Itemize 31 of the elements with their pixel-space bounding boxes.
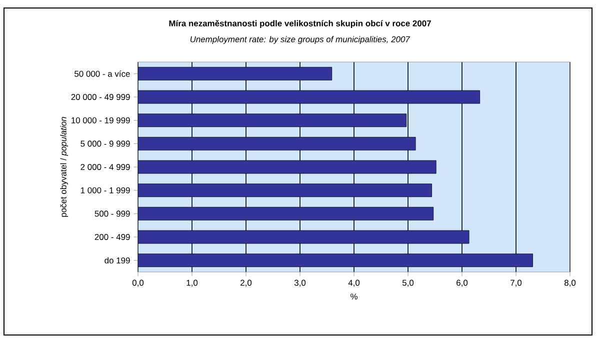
- x-axis-title: %: [350, 294, 358, 300]
- x-tick-label: 3,0: [294, 280, 306, 287]
- y-tick-label: 50 000 - a více: [74, 70, 130, 77]
- y-tick-label: 500 - 999: [94, 210, 130, 217]
- x-tick-label: 2,0: [240, 280, 252, 287]
- bar: [138, 90, 480, 104]
- x-tick-label: 7,0: [510, 280, 522, 287]
- bar: [138, 254, 533, 268]
- y-tick-label: 10 000 - 19 999: [72, 117, 130, 124]
- bar: [138, 160, 436, 174]
- x-tick-label: 8,0: [564, 280, 576, 287]
- y-tick-label: do 199: [104, 257, 130, 264]
- y-tick-label: 5 000 - 9 999: [80, 140, 130, 147]
- x-tick-label: 6,0: [456, 280, 468, 287]
- chart-title: Míra nezaměstnanosti podle velikostních skupin obcí v roce 2007: [169, 20, 431, 28]
- bar: [138, 230, 470, 244]
- y-tick-label: 1 000 - 1 999: [80, 187, 130, 194]
- x-tick-label: 1,0: [186, 280, 198, 287]
- bar: [138, 114, 407, 128]
- bar: [138, 136, 416, 150]
- x-tick-label: 5,0: [402, 280, 414, 287]
- x-tick-label: 0,0: [132, 280, 144, 287]
- y-tick-label: 20 000 - 49 999: [71, 94, 130, 100]
- x-tick-label: 4,0: [348, 280, 360, 287]
- y-tick-label: 200 - 499: [94, 234, 130, 240]
- y-axis-title: počet obyvatel / population: [60, 117, 68, 217]
- bar: [138, 184, 432, 198]
- y-tick-label: 2 000 - 4 999: [80, 164, 130, 170]
- bar: [138, 206, 434, 220]
- bar: [138, 66, 332, 80]
- chart-subtitle: Unemployment rate: by size groups of municipalities, 2007: [190, 36, 410, 44]
